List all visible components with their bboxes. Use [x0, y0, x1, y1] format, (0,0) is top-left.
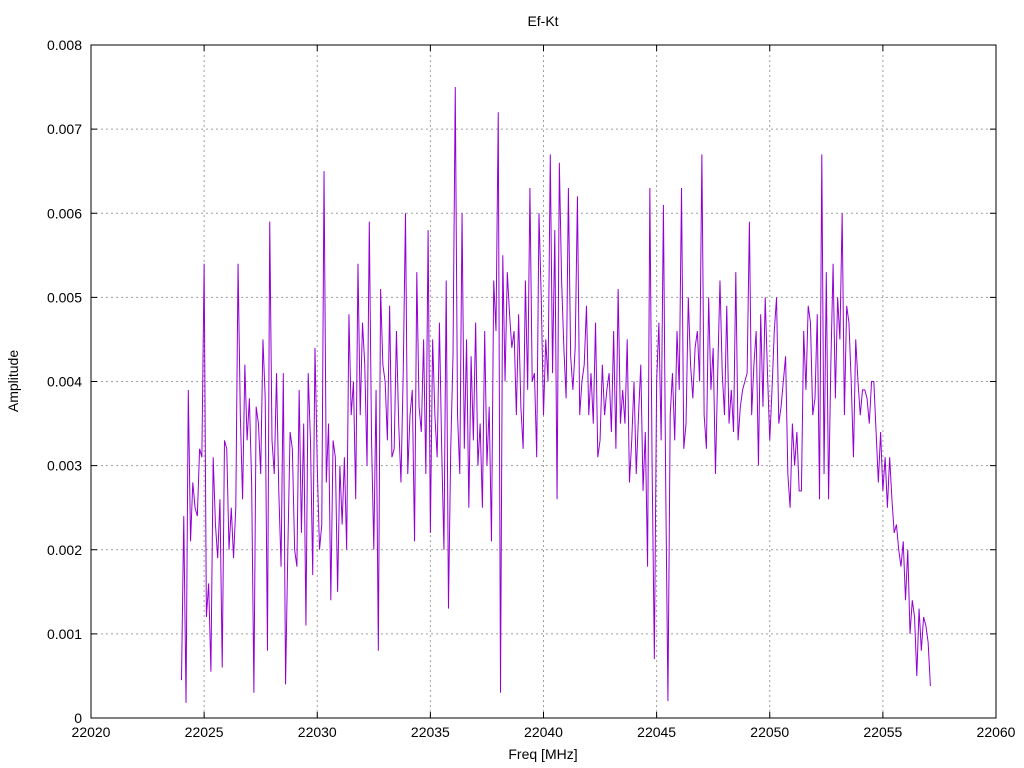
x-tick-label: 22060: [977, 724, 1016, 740]
y-tick-label: 0.007: [47, 121, 82, 137]
y-tick-label: 0.008: [47, 37, 82, 53]
x-tick-label: 22035: [411, 724, 450, 740]
series-line: [181, 87, 931, 703]
x-tick-label: 22030: [298, 724, 337, 740]
y-tick-labels: 0 0.001 0.002 0.003 0.004 0.005 0.006 0.007 0.00…: [47, 37, 82, 726]
grid-lines: [91, 45, 996, 718]
y-axis-label: Amplitude: [5, 350, 21, 412]
x-tick-label: 22045: [637, 724, 676, 740]
y-tick-label: 0: [74, 710, 82, 726]
y-tick-label: 0.004: [47, 374, 82, 390]
x-tick-label: 22020: [72, 724, 111, 740]
y-tick-label: 0.003: [47, 458, 82, 474]
x-tick-label: 22025: [185, 724, 224, 740]
y-tick-label: 0.001: [47, 626, 82, 642]
tick-marks: [90, 44, 997, 719]
y-tick-label: 0.005: [47, 289, 82, 305]
x-axis-label: Freq [MHz]: [508, 746, 577, 762]
y-tick-label: 0.006: [47, 205, 82, 221]
y-tick-label: 0.002: [47, 542, 82, 558]
chart-title: Ef-Kt: [527, 13, 558, 29]
x-tick-label: 22050: [750, 724, 789, 740]
x-tick-label: 22055: [863, 724, 902, 740]
x-tick-labels: 22020 22025 22030 22035 22040 22045 22050 22055…: [72, 724, 1016, 740]
x-tick-label: 22040: [524, 724, 563, 740]
